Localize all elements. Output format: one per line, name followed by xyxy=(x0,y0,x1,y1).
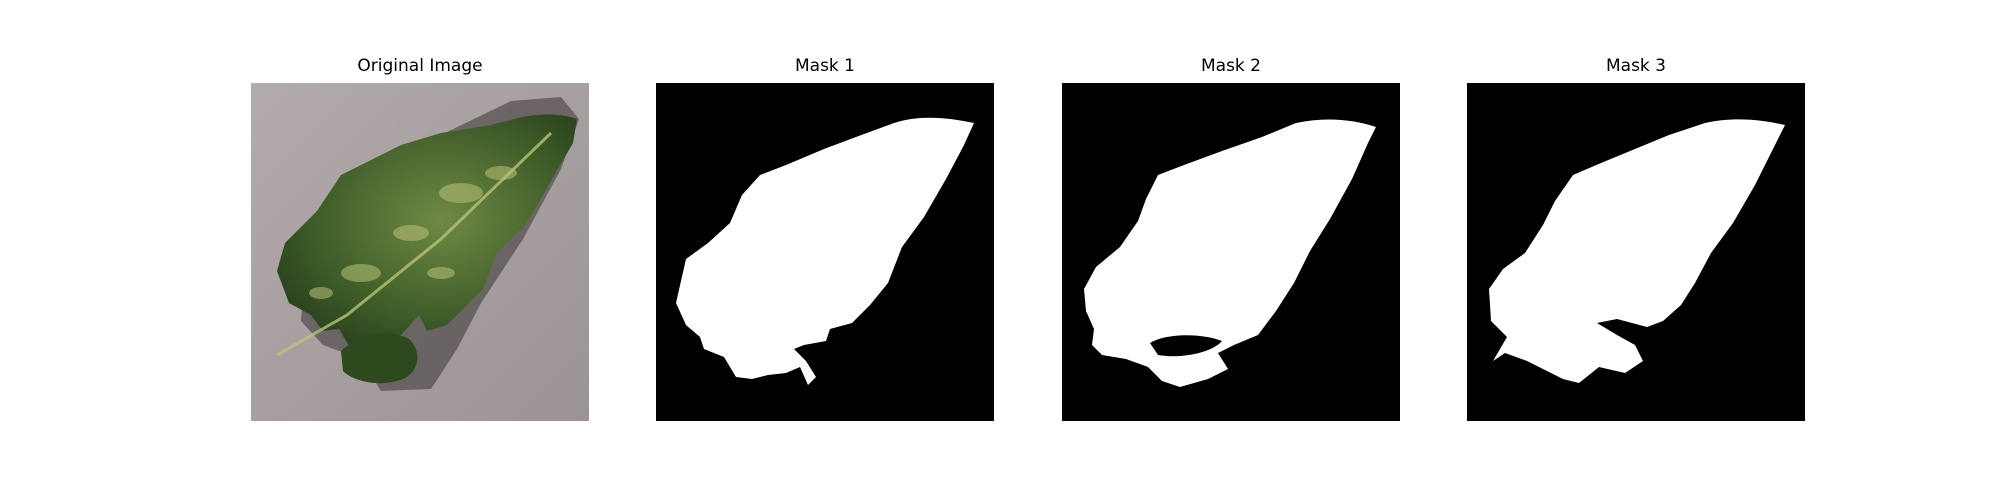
leaf-midrib xyxy=(276,131,553,357)
leaf-mottling xyxy=(309,166,517,299)
mask-2-hole xyxy=(1150,335,1222,357)
mask-3-image xyxy=(1467,83,1805,421)
mask-1-image xyxy=(656,83,994,421)
panel-title-mask-3: Mask 3 xyxy=(1605,56,1666,76)
panel-title-original: Original Image xyxy=(357,56,483,76)
leaf-lobe xyxy=(341,333,418,384)
original-leaf-photo xyxy=(251,83,589,421)
mask-2-image xyxy=(1062,83,1400,421)
mask-1-region xyxy=(676,117,974,385)
panel-title-mask-2: Mask 2 xyxy=(1200,56,1261,76)
mask-2-region xyxy=(1084,119,1376,387)
panel-title-mask-1: Mask 1 xyxy=(794,56,855,76)
mask-3-region xyxy=(1489,119,1785,383)
